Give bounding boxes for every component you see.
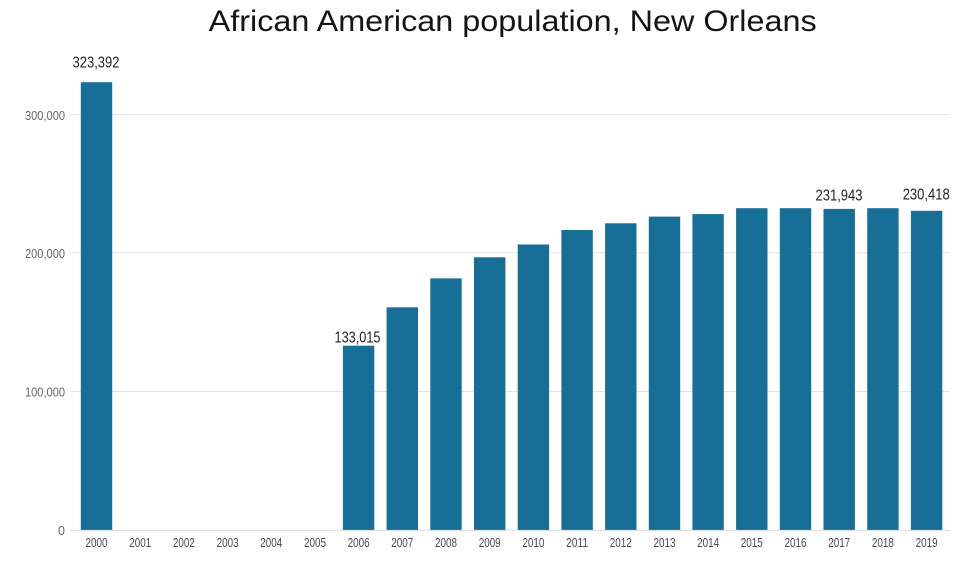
svg-text:2000: 2000 bbox=[86, 536, 108, 550]
svg-text:2006: 2006 bbox=[348, 536, 370, 550]
svg-text:2008: 2008 bbox=[435, 536, 457, 550]
svg-text:133,015: 133,015 bbox=[335, 330, 381, 347]
svg-text:323,392: 323,392 bbox=[73, 54, 120, 71]
svg-text:200,000: 200,000 bbox=[25, 247, 65, 261]
svg-text:African American population, N: African American population, New Orleans bbox=[209, 5, 817, 38]
svg-text:0: 0 bbox=[58, 524, 65, 538]
svg-text:2016: 2016 bbox=[785, 536, 807, 550]
svg-text:2010: 2010 bbox=[522, 536, 544, 550]
svg-text:2002: 2002 bbox=[173, 536, 195, 550]
svg-text:300,000: 300,000 bbox=[25, 109, 65, 123]
svg-text:2017: 2017 bbox=[828, 536, 850, 550]
svg-text:2004: 2004 bbox=[260, 536, 282, 550]
svg-text:2014: 2014 bbox=[697, 536, 719, 550]
svg-text:2003: 2003 bbox=[217, 536, 239, 550]
svg-text:2019: 2019 bbox=[916, 536, 938, 550]
svg-text:2005: 2005 bbox=[304, 536, 326, 550]
svg-text:231,943: 231,943 bbox=[816, 187, 863, 204]
svg-text:2007: 2007 bbox=[391, 536, 413, 550]
svg-text:2009: 2009 bbox=[479, 536, 501, 550]
svg-text:100,000: 100,000 bbox=[25, 386, 65, 400]
svg-text:2018: 2018 bbox=[872, 536, 894, 550]
svg-text:2012: 2012 bbox=[610, 536, 632, 550]
svg-text:2015: 2015 bbox=[741, 536, 763, 550]
svg-text:230,418: 230,418 bbox=[903, 187, 950, 204]
svg-text:2001: 2001 bbox=[129, 536, 151, 550]
svg-text:2011: 2011 bbox=[566, 536, 588, 550]
svg-text:2013: 2013 bbox=[654, 536, 676, 550]
